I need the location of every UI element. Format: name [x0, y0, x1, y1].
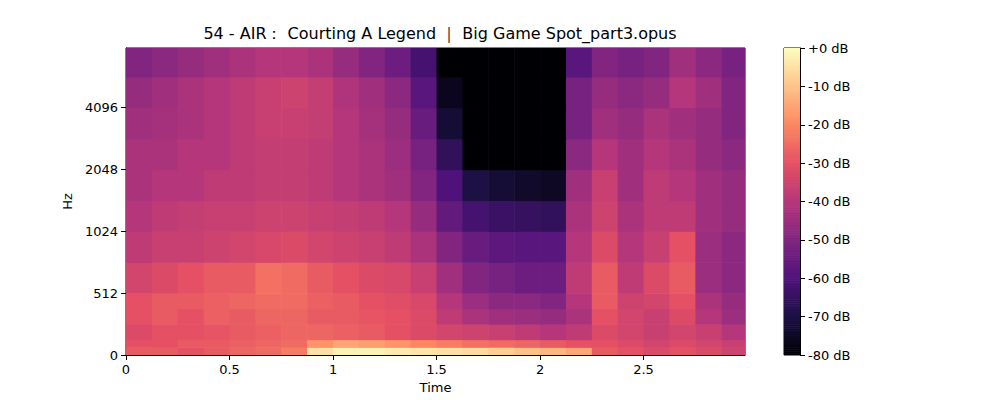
svg-text:-20 dB: -20 dB — [808, 117, 851, 132]
svg-text:-30 dB: -30 dB — [808, 156, 851, 171]
svg-text:-60 dB: -60 dB — [808, 271, 851, 286]
svg-text:54 - AIR： Courting A Legend ｜: 54 - AIR： Courting A Legend ｜ Big Game S… — [203, 24, 676, 44]
svg-text:0: 0 — [122, 362, 130, 377]
svg-text:512: 512 — [93, 286, 118, 301]
svg-text:0: 0 — [110, 348, 118, 363]
svg-text:4096: 4096 — [85, 100, 118, 115]
svg-text:1024: 1024 — [85, 224, 118, 239]
svg-text:Time: Time — [419, 380, 452, 395]
svg-text:1: 1 — [329, 362, 337, 377]
svg-text:0.5: 0.5 — [219, 362, 240, 377]
svg-text:2.5: 2.5 — [633, 362, 654, 377]
svg-text:1.5: 1.5 — [426, 362, 447, 377]
svg-text:+0 dB: +0 dB — [808, 41, 848, 56]
svg-text:-40 dB: -40 dB — [808, 194, 851, 209]
svg-text:-70 dB: -70 dB — [808, 309, 851, 324]
svg-text:2048: 2048 — [85, 162, 118, 177]
svg-text:Hz: Hz — [60, 193, 75, 210]
svg-text:-10 dB: -10 dB — [808, 79, 851, 94]
svg-text:2: 2 — [536, 362, 544, 377]
svg-text:-50 dB: -50 dB — [808, 232, 851, 247]
svg-text:-80 dB: -80 dB — [808, 348, 851, 363]
